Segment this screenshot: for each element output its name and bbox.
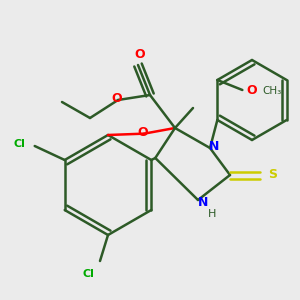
Text: O: O xyxy=(138,126,148,139)
Text: S: S xyxy=(268,169,278,182)
Text: N: N xyxy=(198,196,208,208)
Text: N: N xyxy=(209,140,219,152)
Text: Cl: Cl xyxy=(82,269,94,279)
Text: H: H xyxy=(208,209,216,219)
Text: O: O xyxy=(112,92,122,106)
Text: O: O xyxy=(246,85,257,98)
Text: Cl: Cl xyxy=(14,139,26,149)
Text: O: O xyxy=(135,49,145,62)
Text: CH₃: CH₃ xyxy=(263,86,282,96)
